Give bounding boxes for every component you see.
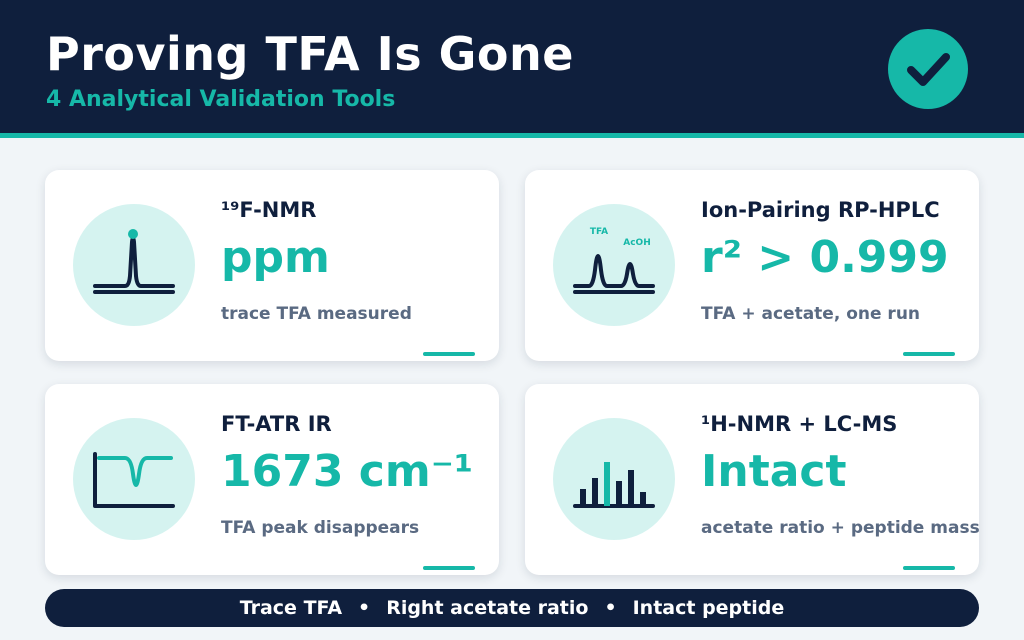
card-ft-atr-ir: FT-ATR IR 1673 cm⁻¹ TFA peak disappears [45, 384, 499, 575]
card-description: acetate ratio + peptide mass [701, 518, 980, 538]
header-banner: Proving TFA Is Gone 4 Analytical Validat… [0, 0, 1024, 138]
footer-item-intact-peptide: Intact peptide [632, 597, 785, 619]
card-ion-pairing-hplc: TFA AcOH Ion-Pairing RP-HPLC r² > 0.999 … [525, 170, 979, 361]
card-value: ppm [221, 232, 330, 283]
card-1h-nmr-lc-ms: ¹H-NMR + LC-MS Intact acetate ratio + pe… [525, 384, 980, 575]
page-subtitle: 4 Analytical Validation Tools [46, 87, 396, 112]
card-accent-bar [903, 352, 955, 356]
card-accent-bar [903, 566, 955, 570]
footer-item-acetate-ratio: Right acetate ratio [386, 597, 589, 619]
mass-spectrum-bars-icon [553, 418, 675, 540]
card-description: TFA + acetate, one run [701, 304, 921, 324]
card-value: 1673 cm⁻¹ [221, 446, 474, 497]
card-title: ¹⁹F-NMR [221, 198, 317, 222]
ir-spectrum-dip-icon [73, 418, 195, 540]
summary-footer-bar: Trace TFA • Right acetate ratio • Intact… [45, 589, 979, 627]
card-title: ¹H-NMR + LC-MS [701, 412, 898, 436]
card-accent-bar [423, 566, 475, 570]
footer-item-trace-tfa: Trace TFA [239, 597, 343, 619]
card-description: TFA peak disappears [221, 518, 420, 538]
card-19f-nmr: ¹⁹F-NMR ppm trace TFA measured [45, 170, 499, 361]
card-title: FT-ATR IR [221, 412, 332, 436]
hplc-peak-label-acoh: AcOH [623, 238, 650, 248]
hplc-two-peaks-icon: TFA AcOH [553, 204, 675, 326]
checkmark-icon [888, 29, 968, 109]
footer-separator: • [604, 597, 617, 619]
hplc-peak-label-tfa: TFA [590, 227, 608, 237]
card-accent-bar [423, 352, 475, 356]
card-description: trace TFA measured [221, 304, 412, 324]
card-value: r² > 0.999 [701, 232, 949, 283]
card-value: Intact [701, 446, 847, 497]
page-title: Proving TFA Is Gone [46, 27, 574, 81]
nmr-single-peak-icon [73, 204, 195, 326]
footer-separator: • [358, 597, 371, 619]
card-title: Ion-Pairing RP-HPLC [701, 198, 940, 222]
